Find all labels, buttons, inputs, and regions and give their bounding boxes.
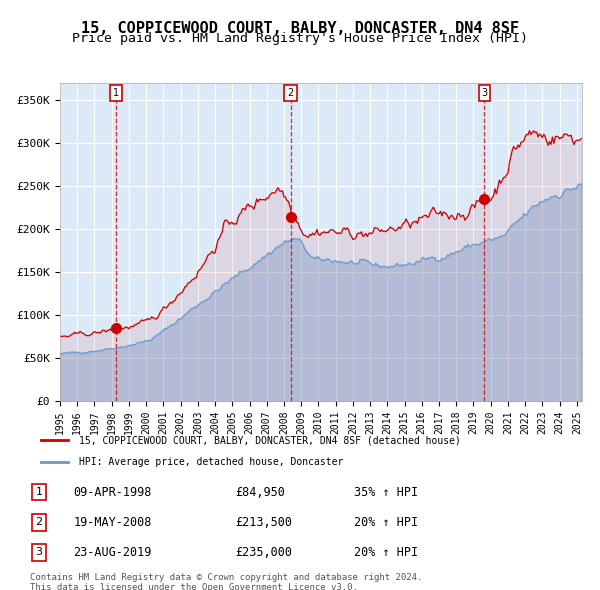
Text: Contains HM Land Registry data © Crown copyright and database right 2024.: Contains HM Land Registry data © Crown c… bbox=[30, 573, 422, 582]
Text: £235,000: £235,000 bbox=[235, 546, 292, 559]
Text: 23-AUG-2019: 23-AUG-2019 bbox=[73, 546, 152, 559]
Text: 3: 3 bbox=[35, 548, 43, 558]
Text: Price paid vs. HM Land Registry's House Price Index (HPI): Price paid vs. HM Land Registry's House … bbox=[72, 32, 528, 45]
Text: 2: 2 bbox=[287, 88, 293, 98]
Text: 35% ↑ HPI: 35% ↑ HPI bbox=[354, 486, 418, 499]
Text: This data is licensed under the Open Government Licence v3.0.: This data is licensed under the Open Gov… bbox=[30, 583, 358, 590]
Text: 3: 3 bbox=[481, 88, 488, 98]
Text: 2: 2 bbox=[35, 517, 43, 527]
Text: £213,500: £213,500 bbox=[235, 516, 292, 529]
Text: 09-APR-1998: 09-APR-1998 bbox=[73, 486, 152, 499]
Text: 1: 1 bbox=[35, 487, 43, 497]
Text: 15, COPPICEWOOD COURT, BALBY, DONCASTER, DN4 8SF: 15, COPPICEWOOD COURT, BALBY, DONCASTER,… bbox=[81, 21, 519, 35]
Text: 1: 1 bbox=[113, 88, 119, 98]
Text: 15, COPPICEWOOD COURT, BALBY, DONCASTER, DN4 8SF (detached house): 15, COPPICEWOOD COURT, BALBY, DONCASTER,… bbox=[79, 435, 460, 445]
Text: 20% ↑ HPI: 20% ↑ HPI bbox=[354, 546, 418, 559]
Text: 19-MAY-2008: 19-MAY-2008 bbox=[73, 516, 152, 529]
Text: HPI: Average price, detached house, Doncaster: HPI: Average price, detached house, Donc… bbox=[79, 457, 343, 467]
Text: 20% ↑ HPI: 20% ↑ HPI bbox=[354, 516, 418, 529]
Text: £84,950: £84,950 bbox=[235, 486, 285, 499]
